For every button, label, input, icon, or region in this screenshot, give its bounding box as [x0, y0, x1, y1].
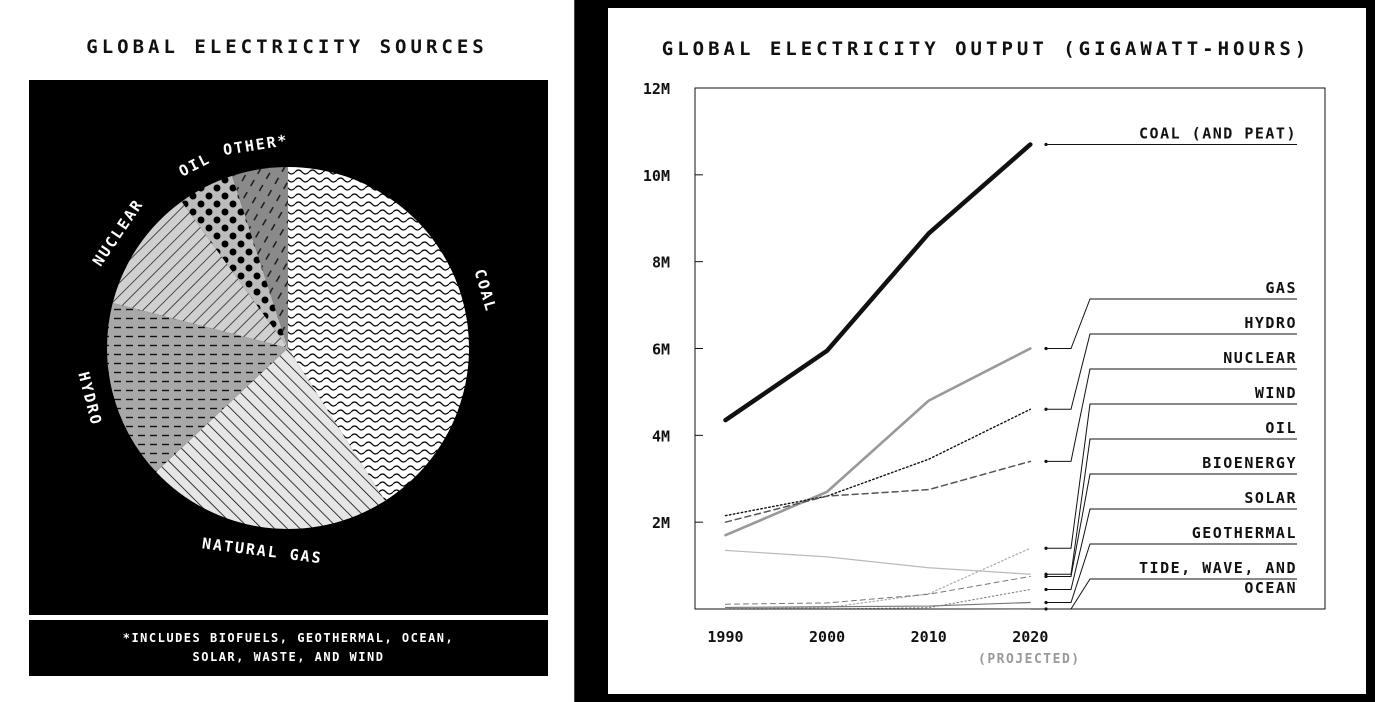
leader-line-nuclear: [1046, 368, 1297, 462]
series-line-wind: [724, 547, 1031, 610]
leader-line-tide-wave-and-ocean: [1046, 578, 1297, 610]
x-tick-label: 2020: [1012, 628, 1048, 646]
series-line-solar: [724, 588, 1031, 610]
pie-slice-other: [232, 167, 288, 348]
series-label-solar: SOLAR: [1244, 489, 1297, 507]
y-tick-label: 10M: [643, 167, 670, 185]
y-tick-label: 6M: [652, 341, 670, 359]
y-tick-label: 2M: [652, 514, 670, 532]
pie-label-natural-gas: NATURAL GAS: [201, 534, 324, 567]
footnote-line-2: SOLAR, WASTE, AND WIND: [192, 650, 385, 664]
pie-chart-panel: GLOBAL ELECTRICITY SOURCES: [0, 0, 575, 702]
series-label-coal-and-peat: COAL (AND PEAT): [1139, 124, 1297, 142]
x-axis-projected-note: (PROJECTED): [978, 652, 1081, 667]
series-label-tide-wave-and-ocean: OCEAN: [1244, 579, 1297, 597]
series-line-coal-and-peat: [723, 142, 1033, 423]
series-label-gas: GAS: [1265, 279, 1297, 297]
series-line-nuclear: [724, 460, 1032, 523]
series-label-tide-wave-and-ocean: TIDE, WAVE, AND: [1139, 559, 1297, 577]
footnote-line-1: *INCLUDES BIOFUELS, GEOTHERMAL, OCEAN,: [122, 631, 455, 645]
y-tick-label: 12M: [643, 80, 670, 98]
pie-label-coal: COAL: [471, 267, 501, 314]
line-chart-svg: 2M 4M 6M 8M 10M 12M 1990 2000 2010 2020 COAL (AND …: [643, 80, 1326, 646]
x-tick-label: 2010: [911, 628, 947, 646]
pie-footnote: *INCLUDES BIOFUELS, GEOTHERMAL, OCEAN, S…: [29, 620, 548, 676]
pie-slice-hydro: [107, 302, 288, 472]
pie-chart-title: GLOBAL ELECTRICITY SOURCES: [86, 36, 488, 58]
y-tick-label: 4M: [652, 427, 670, 445]
leader-line-gas: [1046, 298, 1297, 349]
line-chart-panel: GLOBAL ELECTRICITY OUTPUT (GIGAWATT-HOUR…: [608, 8, 1366, 694]
y-tick-label: 8M: [652, 254, 670, 272]
series-line-gas: [724, 347, 1032, 537]
series-label-geothermal: GEOTHERMAL: [1192, 524, 1297, 542]
line-chart-title: GLOBAL ELECTRICITY OUTPUT (GIGAWATT-HOUR…: [661, 38, 1311, 60]
pie-slice-oil: [181, 175, 288, 348]
pie-slice-coal: [288, 167, 470, 501]
pie-label-oil: OIL: [176, 149, 214, 180]
series-line-hydro: [724, 408, 1032, 517]
pie-slice-nuclear: [112, 201, 288, 348]
series-line-oil: [724, 549, 1031, 575]
leader-line-oil: [1046, 438, 1297, 575]
pie-label-other: OTHER*: [222, 131, 290, 159]
leader-line-solar: [1046, 508, 1297, 590]
pie-label-hydro: HYDRO: [74, 370, 105, 428]
series-label-nuclear: NUCLEAR: [1223, 349, 1297, 367]
x-tick-label: 2000: [809, 628, 845, 646]
series-line-bioenergy: [724, 575, 1031, 605]
x-tick-label: 1990: [707, 628, 743, 646]
series-line-geothermal: [724, 601, 1031, 609]
leader-line-wind: [1046, 403, 1297, 549]
leader-line-geothermal: [1046, 543, 1297, 603]
pie-chart-area: COAL NATURAL GAS HYDRO NUCLEAR OIL OTHER*: [29, 80, 548, 615]
series-label-hydro: HYDRO: [1244, 314, 1297, 332]
leader-line-hydro: [1046, 333, 1297, 410]
series-label-wind: WIND: [1255, 384, 1297, 402]
series-label-oil: OIL: [1265, 419, 1297, 437]
pie-slice-natural-gas: [156, 348, 385, 529]
series-label-bioenergy: BIOENERGY: [1202, 454, 1297, 472]
leader-line-bioenergy: [1046, 473, 1297, 577]
